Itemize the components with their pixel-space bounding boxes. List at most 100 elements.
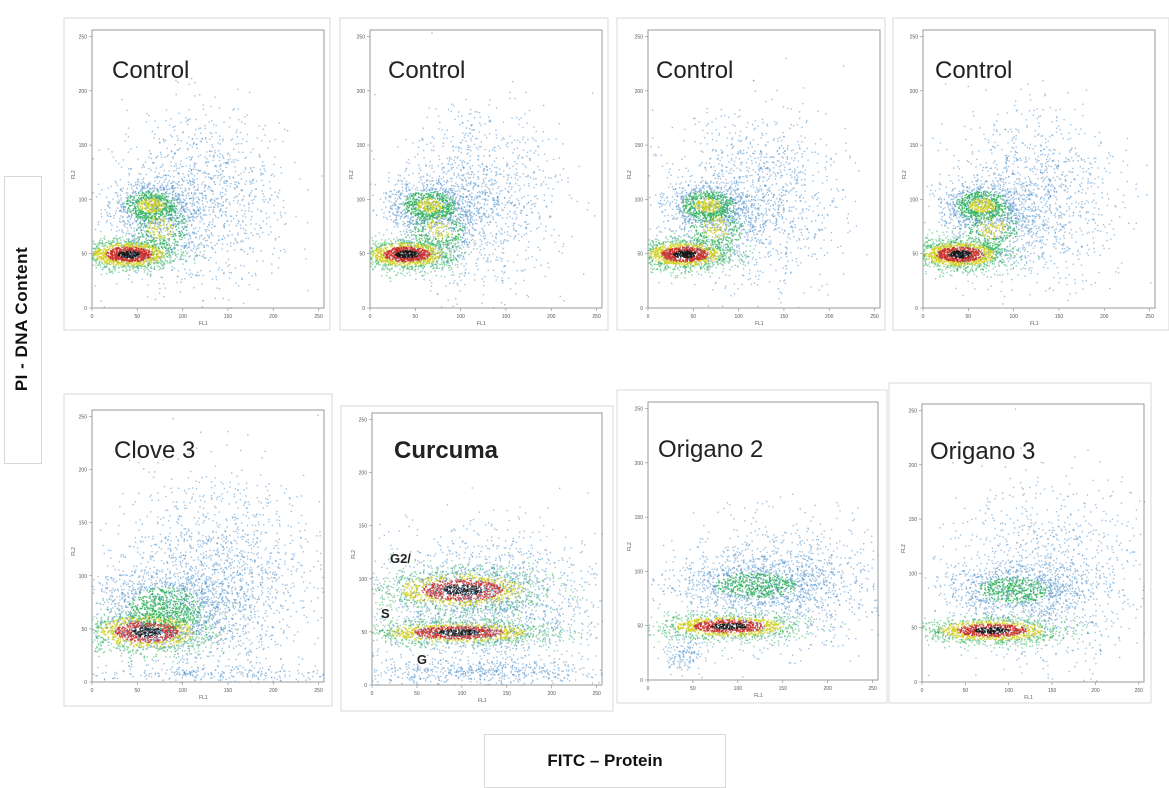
- point: [193, 205, 194, 206]
- point: [101, 259, 102, 260]
- point: [146, 213, 147, 214]
- point: [155, 262, 156, 263]
- point: [136, 241, 137, 242]
- point: [230, 186, 231, 187]
- point: [194, 244, 195, 245]
- point: [262, 232, 263, 233]
- point: [269, 181, 270, 182]
- point: [144, 183, 145, 184]
- point: [122, 252, 123, 253]
- point: [155, 223, 156, 224]
- point: [138, 211, 139, 212]
- point: [124, 202, 125, 203]
- point: [233, 197, 234, 198]
- point: [92, 258, 93, 259]
- point: [245, 184, 246, 185]
- point: [229, 155, 230, 156]
- point: [270, 188, 271, 189]
- point: [142, 229, 143, 230]
- point: [212, 190, 213, 191]
- point: [177, 173, 178, 174]
- point: [94, 251, 95, 252]
- point: [104, 262, 105, 263]
- point: [191, 206, 192, 207]
- point: [182, 215, 183, 216]
- y-tick-label: 200: [79, 89, 88, 95]
- point: [193, 187, 194, 188]
- point: [192, 178, 193, 179]
- point: [165, 211, 166, 212]
- point: [388, 264, 389, 265]
- point: [202, 200, 203, 201]
- point: [157, 211, 158, 212]
- point: [165, 175, 166, 176]
- point: [374, 267, 375, 268]
- point: [225, 182, 226, 183]
- point: [151, 205, 152, 206]
- point: [150, 225, 151, 226]
- point: [159, 138, 160, 139]
- point: [221, 205, 222, 206]
- point: [197, 255, 198, 256]
- point: [166, 260, 167, 261]
- point: [161, 157, 162, 158]
- point: [163, 255, 164, 256]
- point: [134, 265, 135, 266]
- point: [228, 235, 229, 236]
- point: [99, 150, 100, 151]
- panel-title: Control: [112, 57, 189, 84]
- point: [99, 194, 100, 195]
- point: [377, 253, 378, 254]
- point: [152, 247, 153, 248]
- point: [114, 252, 115, 253]
- point: [151, 192, 152, 193]
- point: [135, 184, 136, 185]
- point: [136, 184, 137, 185]
- point: [142, 279, 143, 280]
- point: [121, 204, 122, 205]
- point: [191, 216, 192, 217]
- point: [100, 300, 101, 301]
- point: [215, 166, 216, 167]
- point: [446, 234, 447, 235]
- point: [168, 214, 169, 215]
- point: [115, 265, 116, 266]
- point: [209, 222, 210, 223]
- point: [139, 236, 140, 237]
- point: [226, 211, 227, 212]
- point: [130, 263, 131, 264]
- point: [430, 236, 431, 237]
- point: [409, 256, 410, 257]
- point: [164, 246, 165, 247]
- point: [251, 170, 252, 171]
- point: [114, 237, 115, 238]
- point: [168, 245, 169, 246]
- point: [179, 185, 180, 186]
- point: [226, 199, 227, 200]
- point: [249, 284, 250, 285]
- point: [203, 245, 204, 246]
- point: [171, 261, 172, 262]
- point: [202, 306, 203, 307]
- point: [217, 206, 218, 207]
- point: [125, 207, 126, 208]
- point: [157, 222, 158, 223]
- point: [217, 204, 218, 205]
- point: [167, 182, 168, 183]
- point: [131, 217, 132, 218]
- point: [189, 202, 190, 203]
- point: [126, 271, 127, 272]
- point: [198, 203, 199, 204]
- point: [116, 160, 117, 161]
- point: [221, 198, 222, 199]
- point: [135, 247, 136, 248]
- point: [226, 207, 227, 208]
- point: [175, 195, 176, 196]
- point: [222, 205, 223, 206]
- point: [250, 219, 251, 220]
- point: [111, 248, 112, 249]
- point: [172, 192, 173, 193]
- point: [451, 269, 452, 270]
- point: [173, 202, 174, 203]
